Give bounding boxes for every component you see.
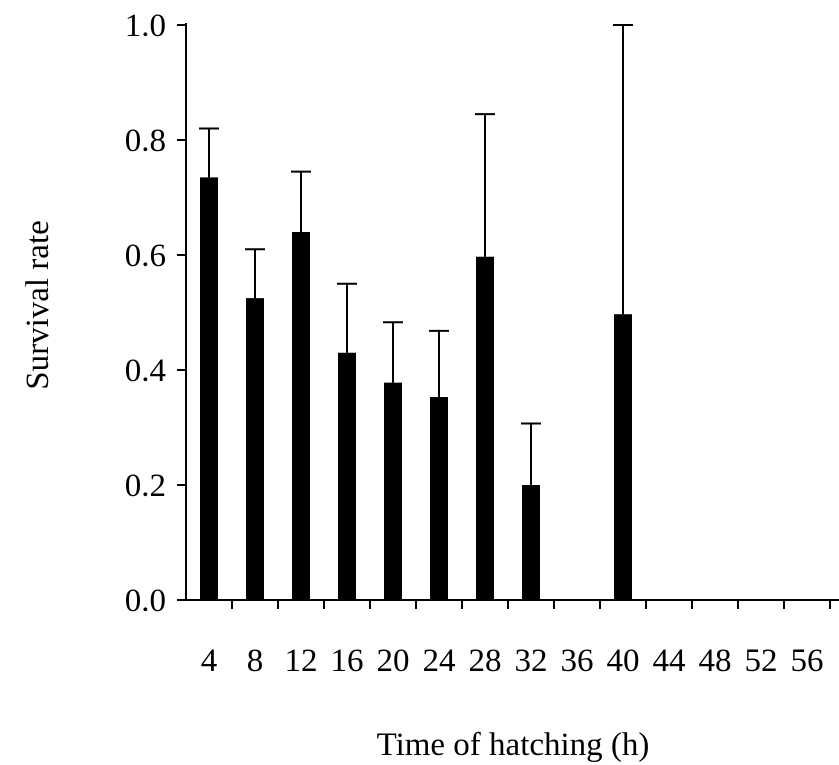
bar — [338, 352, 356, 600]
bar — [430, 397, 448, 600]
y-tick-label: 0.0 — [125, 583, 166, 619]
x-tick-label: 20 — [377, 643, 410, 679]
y-tick-label: 1.0 — [125, 8, 166, 44]
y-axis: 0.0 0.2 0.4 0.6 0.8 1.0 — [125, 8, 187, 619]
x-tick-label: 44 — [653, 643, 686, 679]
x-axis: 4 8 12 16 20 24 28 32 36 40 44 48 52 56 — [185, 599, 839, 679]
x-axis-label: Time of hatching (h) — [377, 727, 650, 763]
bar — [614, 314, 632, 600]
bar — [246, 298, 264, 600]
x-tick-label: 28 — [469, 643, 502, 679]
y-tick-label: 0.8 — [125, 123, 166, 159]
error-bars — [199, 24, 633, 485]
bar — [200, 177, 218, 600]
bars — [200, 177, 632, 600]
y-tick-label: 0.2 — [125, 468, 166, 504]
x-tick-label: 40 — [607, 643, 640, 679]
x-tick-label: 12 — [285, 643, 318, 679]
bar — [476, 256, 494, 600]
y-axis-label: Survival rate — [20, 220, 56, 390]
x-tick-label: 8 — [247, 643, 264, 679]
x-tick-label: 52 — [745, 643, 778, 679]
bar — [292, 232, 310, 600]
x-tick-label: 32 — [515, 643, 548, 679]
x-tick-label: 56 — [791, 643, 824, 679]
bar — [384, 382, 402, 600]
x-tick-label: 4 — [201, 643, 218, 679]
x-tick-label: 24 — [423, 643, 456, 679]
y-tick-label: 0.6 — [125, 238, 166, 274]
x-tick-label: 36 — [561, 643, 594, 679]
y-tick-label: 0.4 — [125, 353, 166, 389]
x-tick-label: 16 — [331, 643, 364, 679]
bar — [522, 485, 540, 600]
x-tick-label: 48 — [699, 643, 732, 679]
